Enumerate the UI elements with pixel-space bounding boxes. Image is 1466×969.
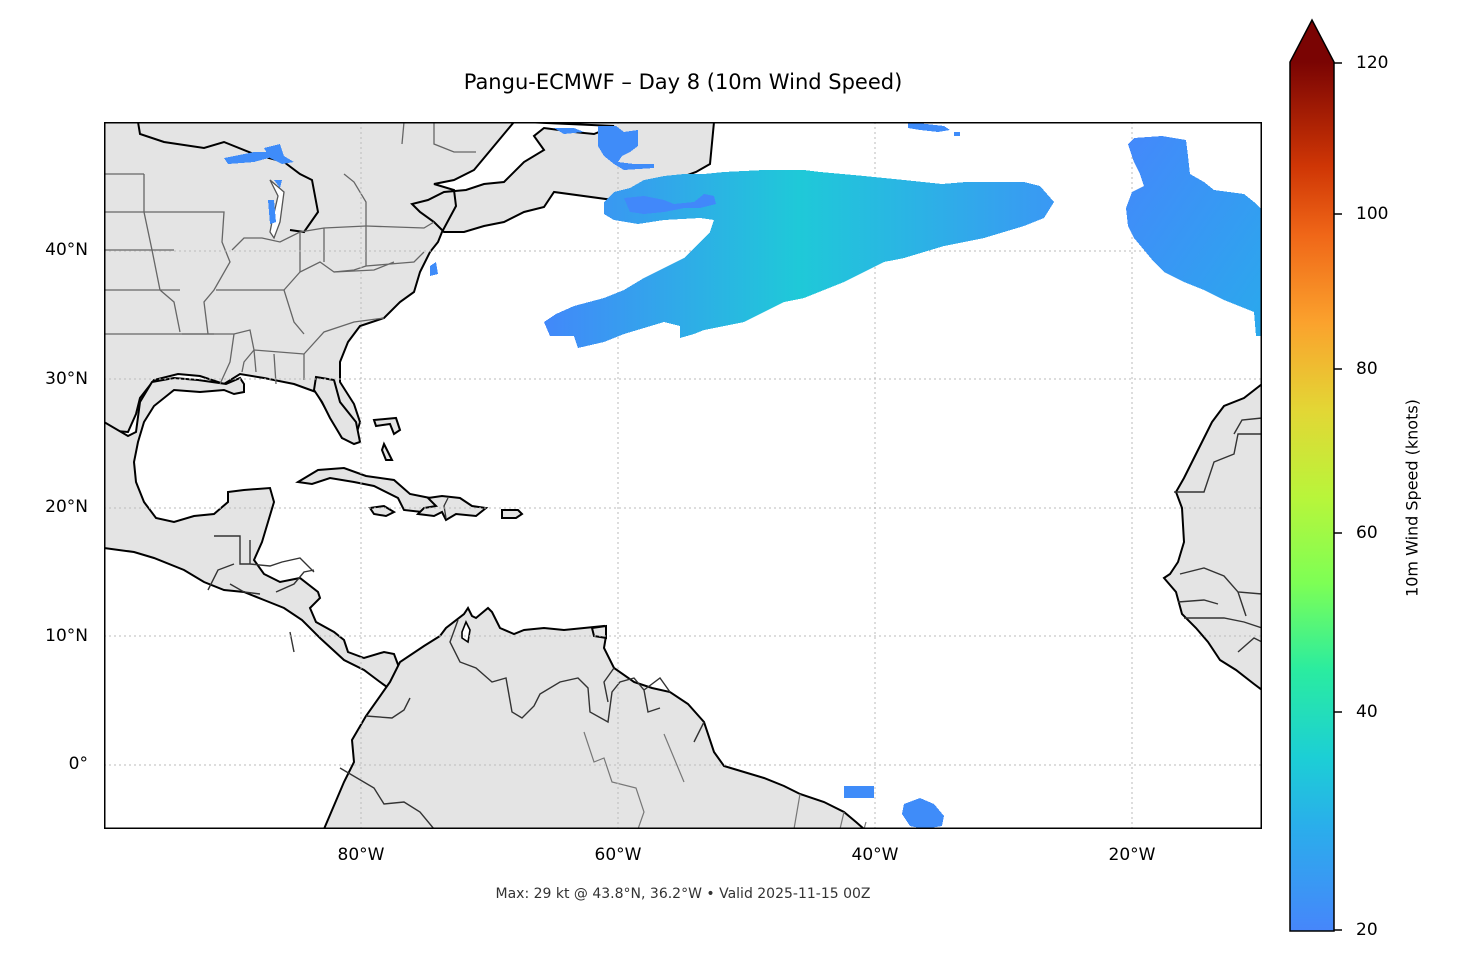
lat-label-40n: 40°N (45, 240, 88, 260)
colorbar-outline (1289, 18, 1335, 932)
mexico-land (104, 376, 406, 694)
wind-region-nova-scotia-offshore (624, 194, 716, 214)
lon-label-20w: 20°W (1108, 845, 1156, 865)
lake-michigan (269, 179, 285, 240)
wind-region-lake-michigan (268, 180, 282, 224)
puerto-rico (501, 509, 524, 519)
max-value-annotation: Max: 29 kt @ 43.8°N, 36.2°W • Valid 2025… (495, 886, 871, 902)
wind-region-gulf-st-lawrence (554, 128, 584, 134)
wind-region-mid-atlantic-coast (430, 262, 438, 276)
wind-region-central-atlantic (544, 170, 1054, 348)
colorbar-tick-120: 120 (1356, 53, 1389, 73)
bahamas-island-1 (372, 416, 402, 436)
colorbar-tick-60: 60 (1356, 523, 1378, 543)
south-america-borders (339, 619, 705, 829)
map-frame-border (104, 122, 1262, 829)
colorbar-gradient (1290, 62, 1334, 931)
colorbar-tick-80: 80 (1356, 359, 1378, 379)
great-lakes-coast (137, 122, 320, 234)
colorbar (1289, 18, 1342, 932)
lon-label-60w: 60°W (594, 845, 642, 865)
colorbar-label: 10m Wind Speed (knots) (1402, 399, 1422, 597)
map-panel (104, 122, 1262, 829)
lat-label-10n: 10°N (45, 626, 88, 646)
haiti-dr-border (443, 497, 449, 519)
map-canvas (104, 122, 1262, 829)
lon-label-40w: 40°W (851, 845, 899, 865)
lat-label-30n: 30°N (45, 369, 88, 389)
trinidad (590, 624, 607, 640)
central-america-borders (207, 535, 315, 653)
wind-speed-field (224, 122, 1262, 829)
south-america-land (322, 606, 866, 829)
colorbar-extend-arrow (1290, 20, 1334, 62)
bahamas-island-2 (380, 441, 394, 461)
wind-region-brazil-coast-2 (902, 798, 944, 829)
wind-region-lake-superior (224, 144, 294, 164)
africa-borders (1174, 417, 1262, 653)
us-state-borders (104, 122, 476, 385)
wind-region-north-edge (908, 122, 960, 136)
wind-region-brazil-coast-1 (844, 786, 874, 798)
colorbar-tick-20: 20 (1356, 920, 1378, 940)
colorbar-tick-40: 40 (1356, 702, 1378, 722)
africa-land (1162, 382, 1262, 692)
brazil-state-borders (583, 731, 867, 829)
lat-label-20n: 20°N (45, 497, 88, 517)
wind-region-newfoundland (598, 126, 654, 170)
hispaniola (415, 494, 489, 522)
gridlines (104, 122, 1262, 829)
colorbar-tick-100: 100 (1356, 204, 1389, 224)
colorbar-ticks (1334, 62, 1342, 931)
lat-label-0: 0° (68, 754, 88, 774)
wind-region-east-atlantic (1126, 136, 1262, 336)
lon-label-80w: 80°W (337, 845, 385, 865)
north-america-land (104, 122, 1262, 444)
chart-title: Pangu-ECMWF – Day 8 (10m Wind Speed) (463, 70, 903, 94)
florida (312, 375, 362, 446)
